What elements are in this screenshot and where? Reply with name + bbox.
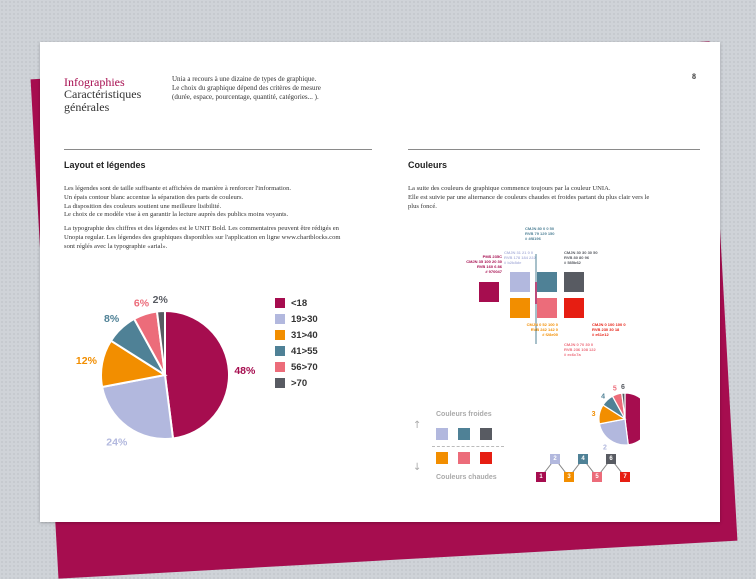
- swatch-lavender: [510, 272, 530, 292]
- cold-swatch-2: [458, 428, 470, 440]
- code-pink: CMJN 0 70 30 0 RVB 236 108 122 # ec6c7a: [564, 342, 596, 357]
- pie-label-6: 2%: [153, 294, 169, 306]
- pie-label-3: 12%: [76, 355, 98, 367]
- warm-swatch-2: [458, 452, 470, 464]
- left-section-rule: [64, 149, 372, 150]
- swatch-pink: [537, 298, 557, 318]
- legend-label: 56>70: [291, 361, 318, 373]
- swatch-unia: [479, 282, 499, 302]
- legend-swatch: [275, 314, 285, 324]
- code-red: CMJN 0 100 100 0 RVB 230 30 18 # e61e12: [592, 322, 626, 337]
- swatch-connector-lines: [535, 254, 537, 344]
- colors-section-title: Couleurs: [408, 160, 448, 170]
- cold-swatch-3: [480, 428, 492, 440]
- page-subtitle: Caractéristiques générales: [64, 87, 142, 114]
- right-section-rule: [408, 149, 700, 150]
- code-gray: CMJN 30 30 30 50 RVB 80 80 96 # 585b62: [564, 250, 598, 265]
- sequence-box-7: 7: [620, 472, 630, 482]
- divider-dashed: [432, 446, 504, 447]
- sequence-box-4: 4: [578, 454, 588, 464]
- sequence-box-3: 3: [564, 472, 574, 482]
- page-number: 8: [692, 72, 696, 81]
- warm-swatch-1: [436, 452, 448, 464]
- code-steel: CMJN 80 0 0 50 RVB 79 129 150 # 4f8196: [525, 226, 555, 241]
- pie-slice-2: [100, 373, 175, 440]
- legend-label: 19>30: [291, 313, 318, 325]
- pie-label-2: 24%: [106, 436, 128, 448]
- legend-item-1: <18: [275, 296, 307, 310]
- cold-colors-label: Couleurs froides: [436, 411, 492, 418]
- mini-pie-label-5: 5: [613, 386, 617, 393]
- swatch-red: [564, 298, 584, 318]
- legend-item-3: 31>40: [275, 328, 318, 342]
- mini-pie-slice-2: [598, 418, 629, 446]
- warm-colors-label: Couleurs chaudes: [436, 474, 497, 481]
- legend-label: 41>55: [291, 345, 318, 357]
- legend-label: <18: [291, 297, 308, 309]
- arrow-up-icon: ↑: [413, 420, 422, 431]
- legend-swatch: [275, 346, 285, 356]
- warm-swatch-3: [480, 452, 492, 464]
- mini-pie-label-2: 2: [603, 445, 607, 452]
- sequence-box-6: 6: [606, 454, 616, 464]
- mini-pie-label-3: 3: [592, 411, 596, 418]
- layout-paragraph-2: La typographie des chiffres et des légen…: [64, 225, 341, 250]
- legend-swatch: [275, 378, 285, 388]
- pie-label-1: 48%: [234, 365, 256, 377]
- sequence-box-5: 5: [592, 472, 602, 482]
- code-lavender: CMJN 31 21 0 0 RVB 178 184 222 # b2b8de: [504, 250, 536, 265]
- cold-swatch-1: [436, 428, 448, 440]
- colors-paragraph: La suite des couleurs de graphique comme…: [408, 185, 650, 210]
- code-unia: PMS 235C CMJN 35 100 20 30 RVB 160 6 86 …: [466, 254, 502, 274]
- swatch-orange: [510, 298, 530, 318]
- legend-item-6: >70: [275, 376, 307, 390]
- legend-item-2: 19>30: [275, 312, 318, 326]
- page-title: Infographies: [64, 75, 125, 89]
- code-orange: CMJN 0 52 100 0 RVB 242 142 0 # f28e00: [526, 322, 558, 337]
- sequence-box-1: 1: [536, 472, 546, 482]
- layout-paragraph-1: Les légendes sont de taille suffisante e…: [64, 185, 292, 219]
- legend-swatch: [275, 330, 285, 340]
- legend-item-4: 41>55: [275, 344, 318, 358]
- mini-pie-slice-1: [624, 392, 640, 446]
- mini-pie-label-6: 6: [621, 384, 625, 391]
- legend-swatch: [275, 298, 285, 308]
- mini-pie-slice-6: [621, 392, 626, 420]
- intro-text: Unia a recours à une dizaine de types de…: [172, 75, 321, 101]
- document-page: Infographies Caractéristiques générales …: [40, 42, 720, 522]
- pie-label-4: 8%: [104, 313, 120, 325]
- legend-label: 31>40: [291, 329, 318, 341]
- pie-slice-1: [164, 309, 230, 440]
- swatch-gray: [564, 272, 584, 292]
- pie-slice-6: [155, 309, 166, 376]
- legend-swatch: [275, 362, 285, 372]
- pie-label-5: 6%: [134, 298, 150, 310]
- mini-pie-label-4: 4: [601, 394, 605, 401]
- swatch-steel: [537, 272, 557, 292]
- pie-chart: 48% 24% 12% 8% 6% 2%: [76, 294, 256, 448]
- arrow-down-icon: ↓: [413, 462, 422, 473]
- layout-section-title: Layout et légendes: [64, 160, 146, 170]
- sequence-box-2: 2: [550, 454, 560, 464]
- legend-item-5: 56>70: [275, 360, 318, 374]
- legend-label: >70: [291, 377, 308, 389]
